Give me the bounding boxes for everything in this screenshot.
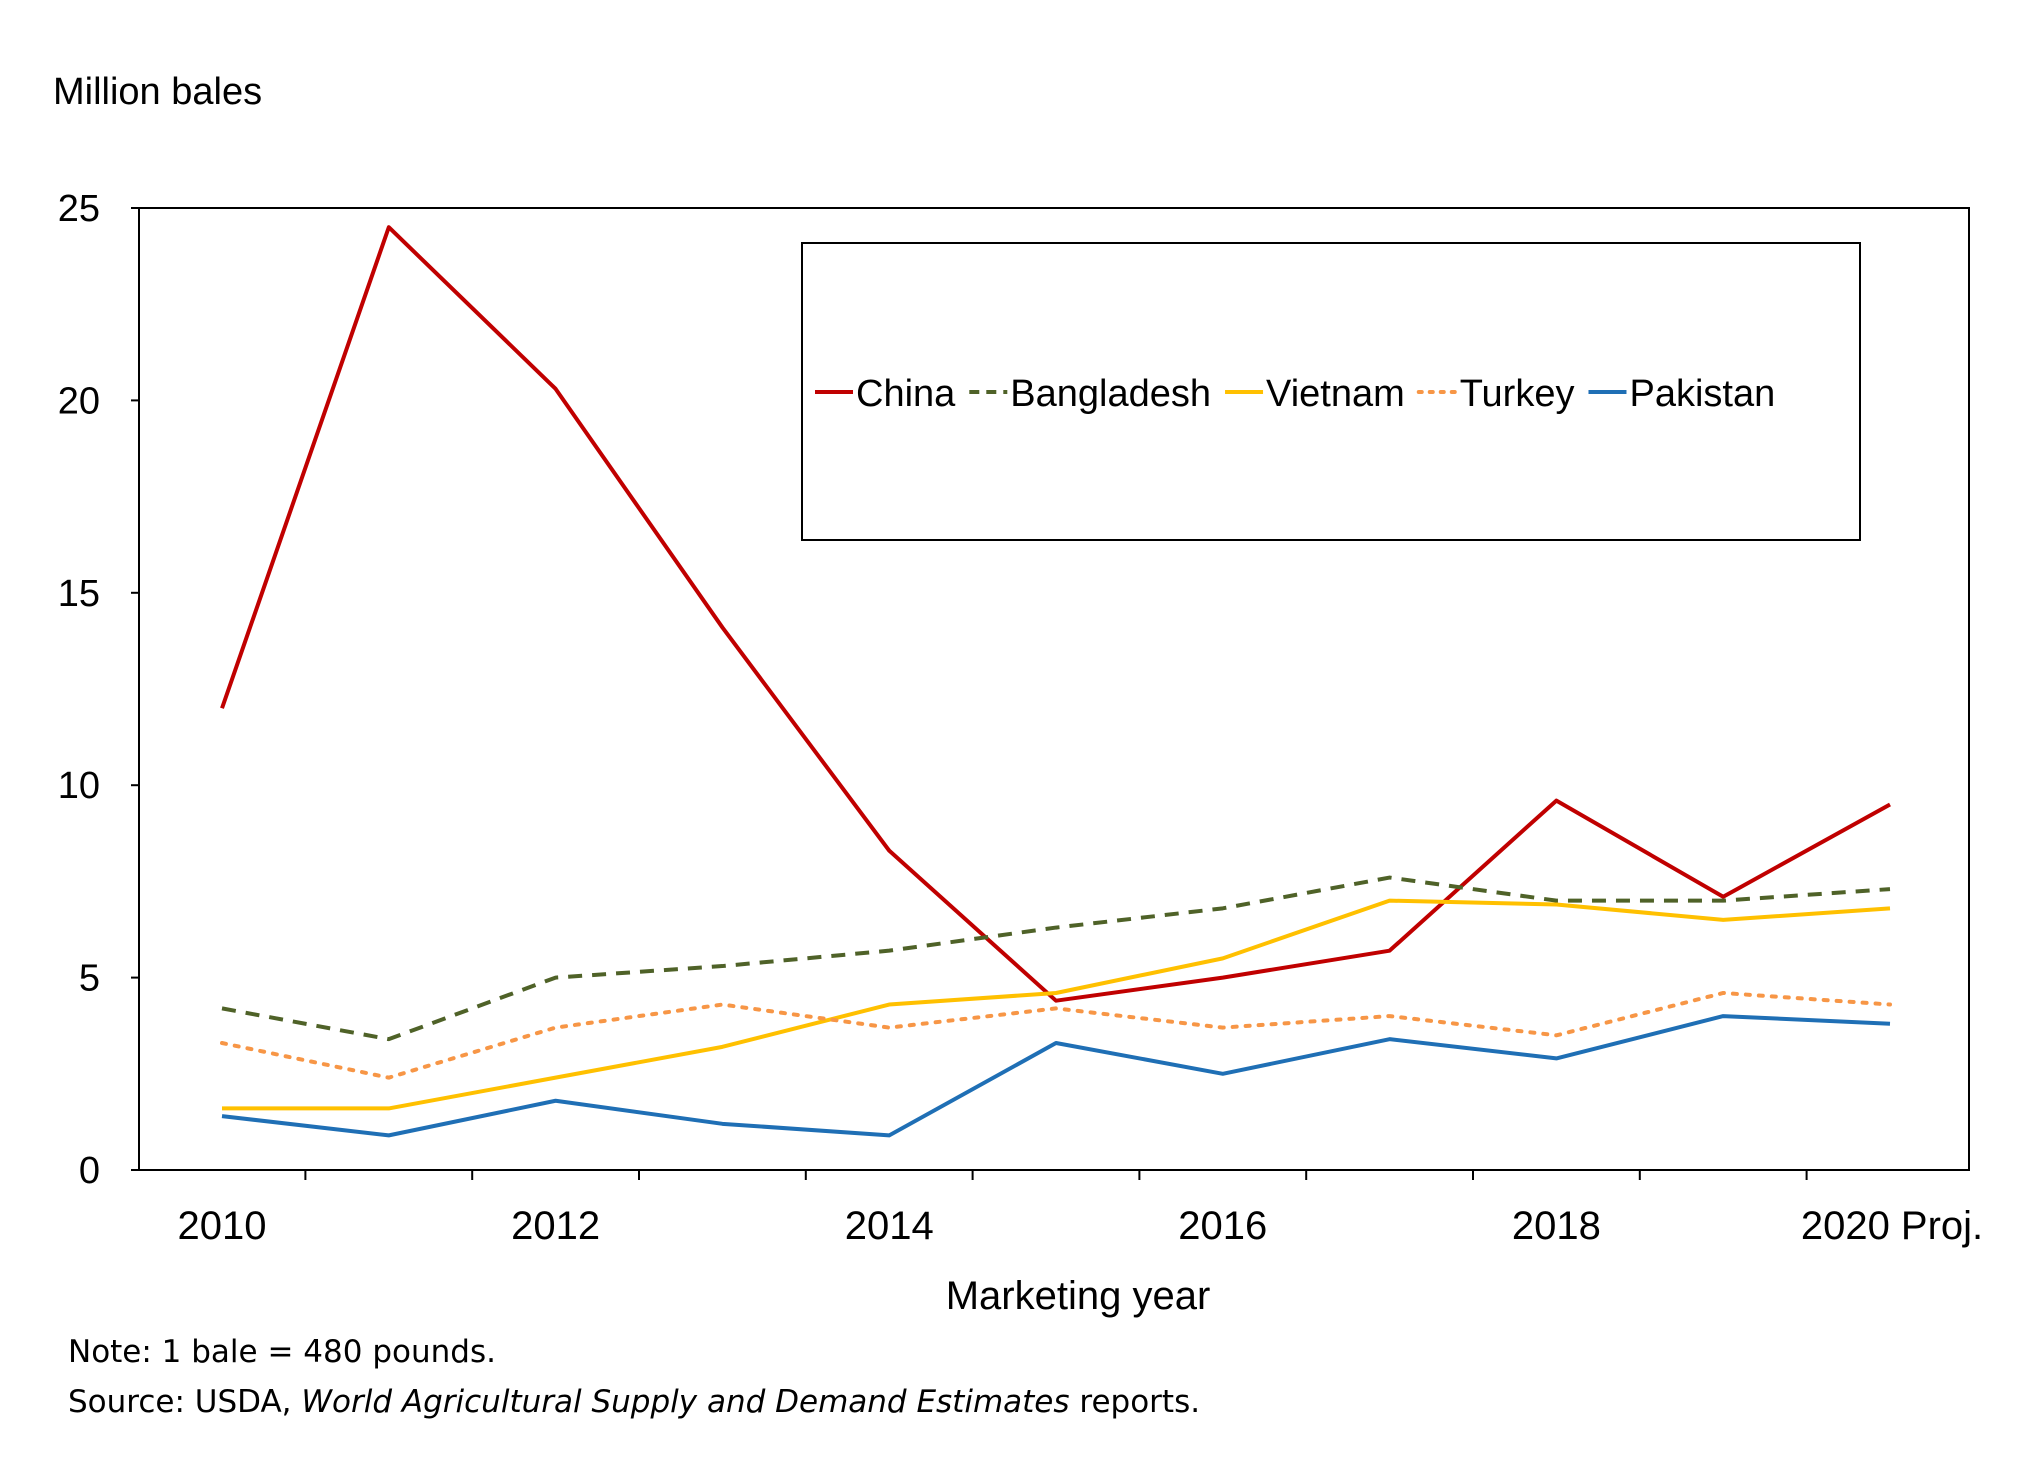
series-line-turkey (220, 990, 1892, 1080)
y-tick-label: 5 (79, 958, 100, 1000)
x-tick-label: 2012 (511, 1204, 600, 1248)
source-suffix: reports. (1069, 1384, 1201, 1420)
legend-label-turkey: Turkey (1460, 373, 1575, 415)
x-axis-label: Marketing year (946, 1274, 1211, 1318)
x-tick-label: 2010 (178, 1204, 267, 1248)
x-tick-label: 2016 (1178, 1204, 1267, 1248)
legend-label-pakistan: Pakistan (1629, 373, 1775, 415)
y-tick-label: 0 (79, 1150, 100, 1192)
x-tick-label: 2020 Proj. (1801, 1204, 1983, 1248)
y-tick-label: 15 (58, 573, 100, 615)
series-line-china (220, 225, 1891, 1003)
x-axis-ticks: 2010 2012 2014 2016 2018 2020 Proj. (178, 1170, 1983, 1248)
series-line-vietnam (222, 898, 1891, 1111)
y-tick-label: 25 (58, 188, 100, 230)
series-line-pakistan (221, 1014, 1891, 1138)
x-tick-label: 2014 (845, 1204, 934, 1248)
y-tick-label: 10 (58, 765, 100, 807)
series-line-bangladesh (221, 875, 1891, 1042)
legend-label-china: China (856, 373, 956, 415)
source-prefix: Source: USDA, (68, 1384, 302, 1420)
chart-source: Source: USDA, World Agricultural Supply … (68, 1384, 1200, 1420)
y-tick-label: 20 (58, 380, 100, 422)
y-axis-ticks: 0 5 10 15 20 25 (58, 188, 139, 1192)
legend-label-vietnam: Vietnam (1266, 373, 1405, 415)
chart-note: Note: 1 bale = 480 pounds. (68, 1334, 496, 1370)
series-lines (220, 225, 1892, 1138)
y-axis-label: Million bales (53, 71, 262, 113)
plot-area-frame (138, 207, 1970, 1171)
legend: China Bangladesh Vietnam Turkey Pakistan (815, 373, 1775, 415)
x-tick-label: 2018 (1512, 1204, 1601, 1248)
source-report-title: World Agricultural Supply and Demand Est… (301, 1384, 1070, 1420)
legend-label-bangladesh: Bangladesh (1010, 373, 1211, 415)
